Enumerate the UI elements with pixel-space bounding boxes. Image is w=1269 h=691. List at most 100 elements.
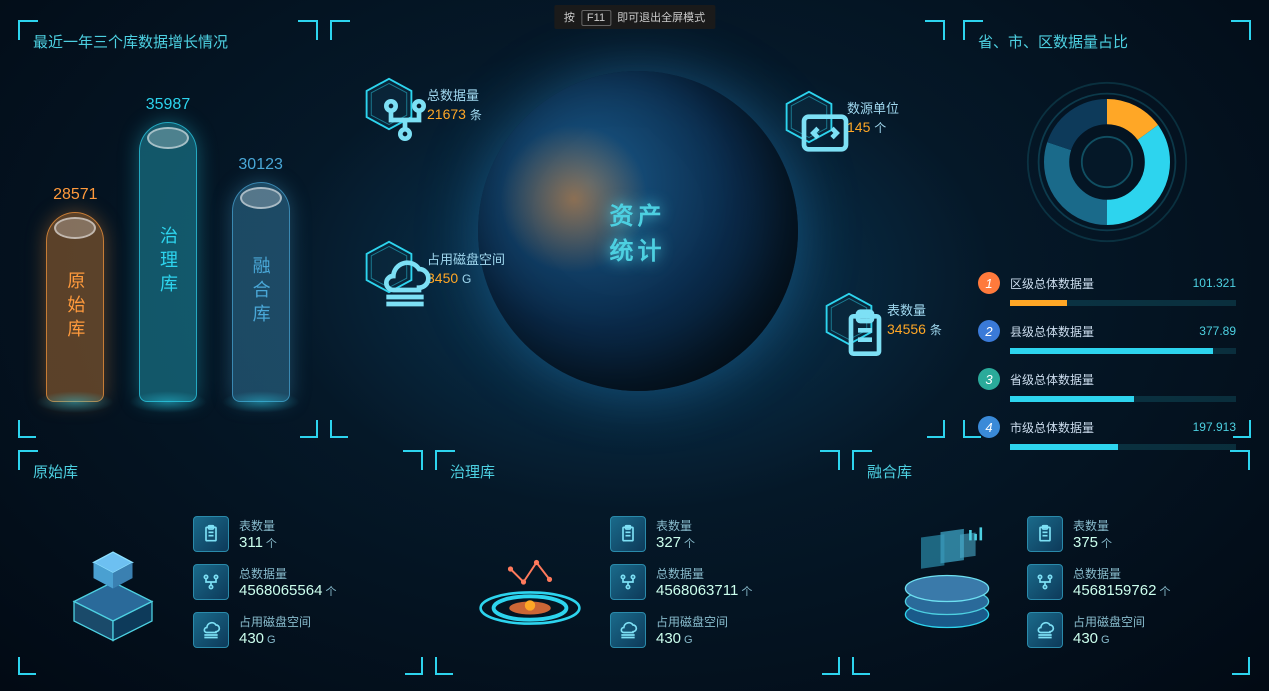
- stat-unit: 个: [741, 586, 752, 598]
- globe: 资产 统计: [478, 71, 798, 391]
- stat-unit: 个: [1159, 586, 1170, 598]
- rank-label: 县级总体数据量: [1010, 323, 1189, 340]
- stat-text: 占用磁盘空间 430G: [239, 613, 311, 648]
- rank-fill: [1010, 300, 1067, 306]
- stat-unit: G: [267, 634, 276, 646]
- stat-label: 总数据量: [656, 565, 752, 582]
- growth-panel: 最近一年三个库数据增长情况 28571 原始库 35987 治理库 30123 …: [18, 20, 318, 438]
- stat-label: 占用磁盘空间: [239, 613, 311, 630]
- ratio-title: 省、市、区数据量占比: [964, 21, 1250, 62]
- stat-value: 4568159762: [1073, 582, 1156, 599]
- hint-key: F11: [581, 10, 611, 26]
- rank-value: 377.89: [1199, 324, 1236, 338]
- bar-label: 治理库: [155, 226, 181, 298]
- branch-icon: [1027, 564, 1063, 600]
- globe-title-1: 资产: [610, 196, 666, 231]
- stat-value: 311: [239, 534, 263, 551]
- rank-value: 101.321: [1193, 276, 1236, 290]
- stat-label: 表数量: [656, 517, 695, 534]
- growth-title: 最近一年三个库数据增长情况: [19, 21, 317, 62]
- fullscreen-hint: 按 F11 即可退出全屏模式: [554, 5, 715, 29]
- stat-label: 占用磁盘空间: [1073, 613, 1145, 630]
- stat-label: 表数量: [1073, 517, 1112, 534]
- stat-label: 占用磁盘空间: [656, 613, 728, 630]
- stat-value: 145 个: [847, 119, 899, 136]
- bar-cylinder: 治理库: [139, 122, 197, 402]
- rank-number: 1: [978, 272, 1000, 294]
- rank-number: 2: [978, 320, 1000, 342]
- rank-value: 197.913: [1193, 420, 1236, 434]
- cloud-icon: [610, 612, 646, 648]
- rank-number: 3: [978, 368, 1000, 390]
- rank-label: 省级总体数据量: [1010, 371, 1226, 388]
- globe-title-2: 统计: [610, 231, 666, 266]
- stat-row: 占用磁盘空间 430G: [193, 612, 408, 648]
- stat-text: 表数量 311个: [239, 517, 277, 552]
- stat-row: 占用磁盘空间 430G: [1027, 612, 1235, 648]
- hex-stat: 表数量 34556 条: [821, 291, 942, 347]
- rank-fill: [1010, 396, 1134, 402]
- rank-fill: [1010, 348, 1213, 354]
- rank-label: 区级总体数据量: [1010, 275, 1183, 292]
- clipboard-icon: [610, 516, 646, 552]
- rank-item: 2 县级总体数据量 377.89: [978, 320, 1236, 354]
- clipboard-icon: [1027, 516, 1063, 552]
- globe-title: 资产 统计: [610, 196, 666, 266]
- stat-row: 表数量 311个: [193, 516, 408, 552]
- stat-text: 表数量 327个: [656, 517, 695, 552]
- branch-icon: [193, 564, 229, 600]
- stat-row: 表数量 375个: [1027, 516, 1235, 552]
- branch-icon: [610, 564, 646, 600]
- stat-label: 占用磁盘空间: [427, 249, 505, 268]
- rank-bar: [1010, 348, 1236, 354]
- stat-value: 430: [1073, 630, 1098, 647]
- stat-row: 表数量 327个: [610, 516, 825, 552]
- rank-number: 4: [978, 416, 1000, 438]
- stat-label: 表数量: [887, 300, 942, 319]
- stat-label: 总数据量: [427, 85, 482, 104]
- stat-value: 21673 条: [427, 106, 482, 123]
- stat-row: 占用磁盘空间 430G: [610, 612, 825, 648]
- stat-row: 总数据量 4568063711个: [610, 564, 825, 600]
- bar-value: 35987: [146, 96, 191, 114]
- cube-icon: [33, 507, 193, 657]
- stat-value: 327: [656, 534, 681, 551]
- rank-item: 3 省级总体数据量: [978, 368, 1236, 402]
- stat-unit: G: [1101, 634, 1110, 646]
- stat-unit: G: [684, 634, 693, 646]
- stat-value: 34556 条: [887, 321, 942, 338]
- card-title: 融合库: [853, 451, 1249, 492]
- donut-chart: [1017, 72, 1197, 252]
- stat-text: 总数据量 4568065564个: [239, 565, 336, 600]
- rank-label: 市级总体数据量: [1010, 419, 1183, 436]
- card-title: 治理库: [436, 451, 839, 492]
- stat-unit: 个: [684, 538, 695, 550]
- bar-label: 原始库: [62, 271, 88, 343]
- cloud-icon: [361, 239, 417, 295]
- hex-stat: 占用磁盘空间 3450 G: [361, 239, 505, 295]
- stat-value: 4568063711: [656, 582, 738, 599]
- cloud-icon: [193, 612, 229, 648]
- bar-col: 35987 治理库: [128, 96, 208, 402]
- rank-bar: [1010, 396, 1236, 402]
- bar-cylinder: 原始库: [46, 212, 104, 402]
- stat-label: 数源单位: [847, 98, 899, 117]
- stat-value: 375: [1073, 534, 1098, 551]
- hex-info: 总数据量 21673 条: [427, 85, 482, 123]
- stat-row: 总数据量 4568065564个: [193, 564, 408, 600]
- bar-label: 融合库: [248, 256, 274, 328]
- library-card: 治理库 表数量 327个 总数据量 4568063711个 占用磁盘空间 430…: [435, 450, 840, 675]
- stat-value: 430: [239, 630, 264, 647]
- stat-value: 430: [656, 630, 681, 647]
- clipboard-icon: [821, 291, 877, 347]
- cloud-icon: [1027, 612, 1063, 648]
- stat-label: 总数据量: [1073, 565, 1170, 582]
- bar-value: 30123: [238, 156, 283, 174]
- stat-row: 总数据量 4568159762个: [1027, 564, 1235, 600]
- stat-value: 3450 G: [427, 270, 505, 286]
- stat-label: 表数量: [239, 517, 277, 534]
- hex-info: 占用磁盘空间 3450 G: [427, 249, 505, 286]
- card-stats: 表数量 375个 总数据量 4568159762个 占用磁盘空间 430G: [1027, 516, 1235, 648]
- card-stats: 表数量 311个 总数据量 4568065564个 占用磁盘空间 430G: [193, 516, 408, 648]
- stack-icon: [867, 507, 1027, 657]
